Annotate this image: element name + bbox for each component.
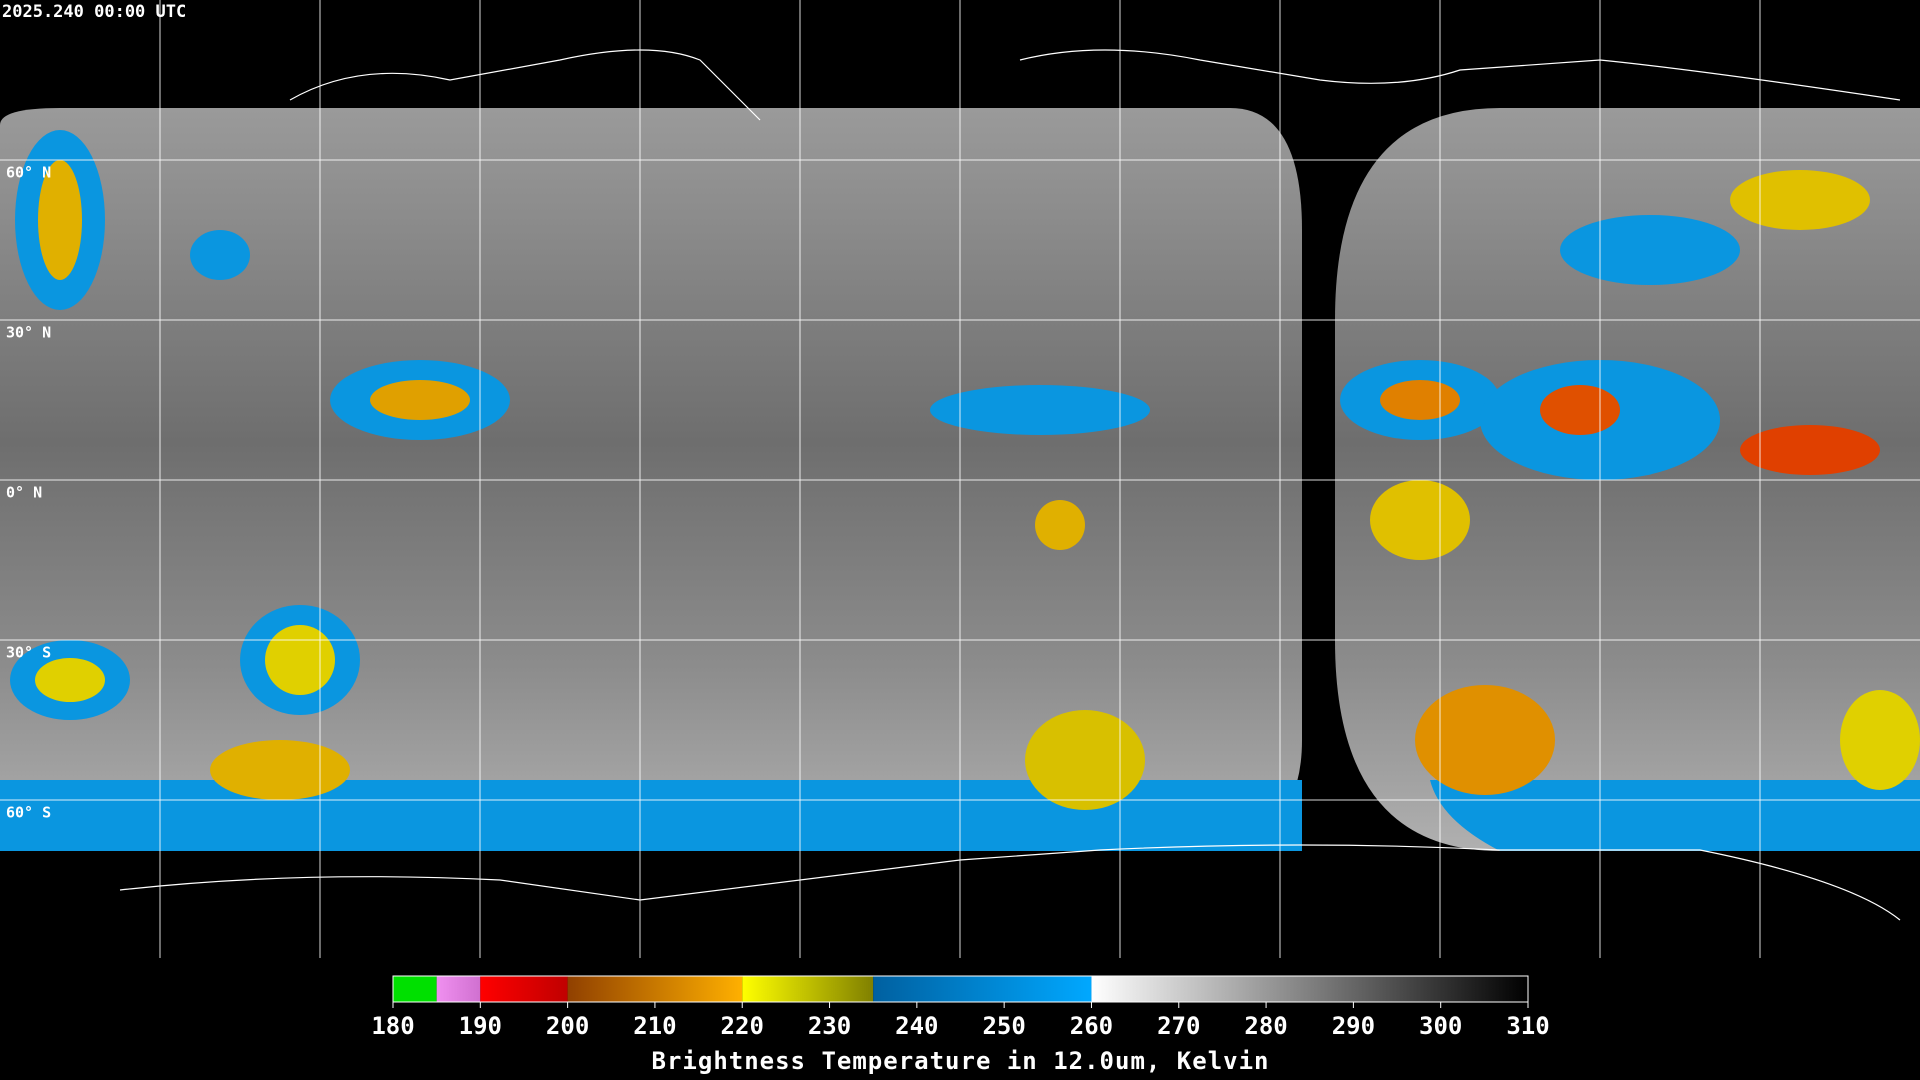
colorbar-tick-label: 220 (721, 1012, 764, 1040)
cloud (190, 230, 250, 280)
colorbar-tick-label: 280 (1244, 1012, 1287, 1040)
cloud (210, 740, 350, 800)
colorbar: 180 190 200 210 220 230 240 250 260 270 280 290 300 3… (371, 975, 1550, 1075)
cloud (1035, 500, 1085, 550)
cloud (35, 658, 105, 702)
colorbar-frame (392, 975, 1529, 1003)
latitude-label: 0° N (6, 484, 42, 502)
cloud (1025, 710, 1145, 810)
cloud (1380, 380, 1460, 420)
cloud (1840, 690, 1920, 790)
timestamp: 2025.240 00:00 UTC (2, 2, 186, 22)
colorbar-title: Brightness Temperature in 12.0um, Kelvin (652, 1047, 1270, 1075)
cloud (1415, 685, 1555, 795)
colorbar-segment (567, 976, 743, 1002)
cloud (1540, 385, 1620, 435)
cloud (1370, 480, 1470, 560)
colorbar-segment (1091, 976, 1528, 1002)
coastline (289, 49, 761, 121)
cloud (370, 380, 470, 420)
colorbar-segment (393, 976, 437, 1002)
colorbar-segment (873, 976, 1092, 1002)
colorbar-segment (436, 976, 481, 1002)
colorbar-tick-label: 210 (633, 1012, 676, 1040)
graticule: 60° N 30° N 0° N 30° S 60° S (0, 0, 1920, 958)
coastline (1019, 49, 1901, 101)
colorbar-tick-label: 260 (1070, 1012, 1113, 1040)
cloud (930, 385, 1150, 435)
cloud (38, 160, 82, 280)
latitude-label: 60° S (6, 804, 51, 822)
colorbar-tick-label: 230 (808, 1012, 851, 1040)
cloud (1560, 215, 1740, 285)
latitude-label: 30° S (6, 644, 51, 662)
cloud-band-south (1430, 780, 1920, 851)
cloud (1740, 425, 1880, 475)
colorbar-tick-label: 240 (895, 1012, 938, 1040)
colorbar-tick-label: 310 (1506, 1012, 1549, 1040)
colorbar-tick-label: 180 (371, 1012, 414, 1040)
colorbar-tick-label: 290 (1332, 1012, 1375, 1040)
latitude-label: 60° N (6, 164, 51, 182)
cloud (1730, 170, 1870, 230)
colorbar-tick-label: 200 (546, 1012, 589, 1040)
colorbar-tick-label: 270 (1157, 1012, 1200, 1040)
colorbar-tick-label: 300 (1419, 1012, 1462, 1040)
colorbar-tick-label: 250 (982, 1012, 1025, 1040)
colorbar-segment (742, 976, 874, 1002)
cloud (265, 625, 335, 695)
latitude-label: 30° N (6, 324, 51, 342)
colorbar-segment (480, 976, 568, 1002)
colorbar-tick-label: 190 (459, 1012, 502, 1040)
